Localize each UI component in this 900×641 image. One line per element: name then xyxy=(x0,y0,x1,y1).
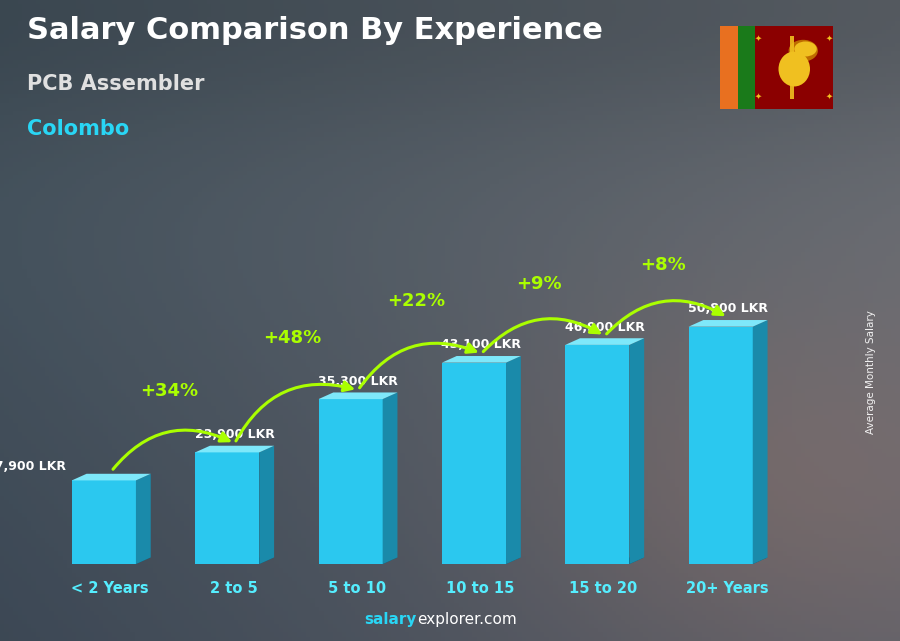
Ellipse shape xyxy=(794,42,817,56)
Bar xyxy=(755,26,833,109)
Polygon shape xyxy=(506,356,521,564)
Text: Colombo: Colombo xyxy=(27,119,130,138)
Polygon shape xyxy=(688,320,768,327)
Text: 10 to 15: 10 to 15 xyxy=(446,581,514,595)
Polygon shape xyxy=(382,392,398,564)
Text: 17,900 LKR: 17,900 LKR xyxy=(0,460,66,473)
Polygon shape xyxy=(442,558,521,564)
Text: 2 to 5: 2 to 5 xyxy=(210,581,257,595)
Text: ✦: ✦ xyxy=(755,92,761,101)
Text: 43,100 LKR: 43,100 LKR xyxy=(441,338,521,351)
Text: +22%: +22% xyxy=(387,292,445,310)
Text: salary: salary xyxy=(364,612,417,627)
Text: 35,300 LKR: 35,300 LKR xyxy=(318,375,398,388)
Polygon shape xyxy=(72,480,136,564)
Text: 50,800 LKR: 50,800 LKR xyxy=(688,303,768,315)
Polygon shape xyxy=(565,338,644,345)
Bar xyxy=(738,26,755,109)
Text: ✦: ✦ xyxy=(825,92,833,101)
Text: < 2 Years: < 2 Years xyxy=(71,581,148,595)
Polygon shape xyxy=(72,558,150,564)
Text: +9%: +9% xyxy=(517,274,562,293)
Text: 15 to 20: 15 to 20 xyxy=(570,581,637,595)
Text: 46,900 LKR: 46,900 LKR xyxy=(565,320,644,333)
Polygon shape xyxy=(319,399,382,564)
Polygon shape xyxy=(319,392,398,399)
Polygon shape xyxy=(259,445,274,564)
Polygon shape xyxy=(752,320,768,564)
Polygon shape xyxy=(442,356,521,363)
Text: explorer.com: explorer.com xyxy=(417,612,517,627)
Polygon shape xyxy=(319,558,398,564)
Polygon shape xyxy=(442,363,506,564)
Text: 20+ Years: 20+ Years xyxy=(686,581,769,595)
Text: +34%: +34% xyxy=(140,382,198,400)
Polygon shape xyxy=(195,445,274,453)
Text: 23,900 LKR: 23,900 LKR xyxy=(194,428,274,441)
Text: ✦: ✦ xyxy=(825,33,833,43)
Polygon shape xyxy=(629,338,644,564)
Polygon shape xyxy=(72,474,150,480)
Text: +8%: +8% xyxy=(640,256,686,274)
Polygon shape xyxy=(688,558,768,564)
Polygon shape xyxy=(195,453,259,564)
Text: +48%: +48% xyxy=(264,329,321,347)
Text: Salary Comparison By Experience: Salary Comparison By Experience xyxy=(27,16,603,45)
Polygon shape xyxy=(136,474,150,564)
Polygon shape xyxy=(565,345,629,564)
Ellipse shape xyxy=(788,40,818,62)
Bar xyxy=(790,36,794,99)
Text: PCB Assembler: PCB Assembler xyxy=(27,74,204,94)
Polygon shape xyxy=(688,327,752,564)
Bar xyxy=(720,26,738,109)
Ellipse shape xyxy=(778,51,810,87)
Polygon shape xyxy=(195,558,274,564)
Text: Average Monthly Salary: Average Monthly Salary xyxy=(866,310,877,434)
Text: 5 to 10: 5 to 10 xyxy=(328,581,386,595)
Polygon shape xyxy=(565,558,644,564)
Text: ✦: ✦ xyxy=(755,33,761,43)
